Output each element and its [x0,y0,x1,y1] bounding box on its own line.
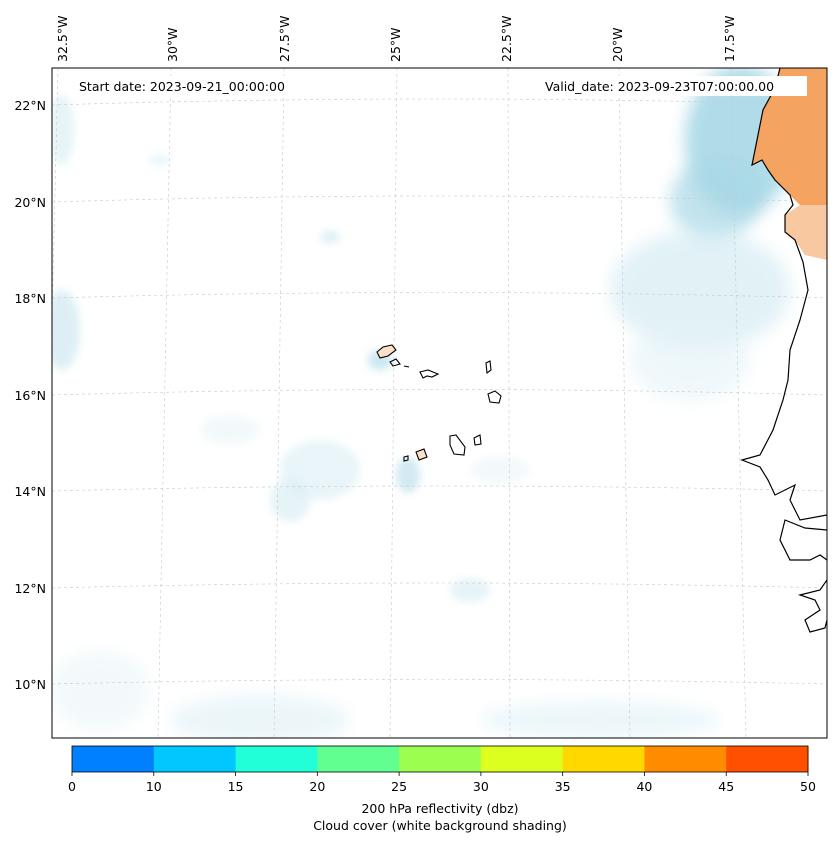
island-maio [473,434,482,446]
colorbar-tick-label: 45 [718,779,734,794]
latitude-labels: 22°N 20°N 18°N 16°N 14°N 12°N 10°N [14,98,46,692]
colorbar-swatch [644,746,727,772]
colorbar-tick-label: 40 [636,779,652,794]
map-area: Start date: 2023-09-21_00:00:00 Valid_da… [52,68,827,738]
island-santo-antao [376,344,397,359]
colorbar-frame [71,745,809,773]
colorbar-swatch [562,746,645,772]
lat-label-16n: 16°N [14,388,46,403]
colorbar-tick-label: 35 [555,779,571,794]
graticule [52,68,827,738]
map-frame [51,67,828,739]
colorbar-tick-label: 50 [800,779,816,794]
colorbar-tick-label: 10 [146,779,162,794]
colorbar-ticks: 0 10 15 20 25 30 35 40 45 50 [68,772,816,794]
start-date-label: Start date: 2023-09-21_00:00:00 [79,79,285,94]
land-shading [752,68,827,205]
lat-label-18n: 18°N [14,291,46,306]
colorbar-swatch [726,746,809,772]
island-santiago [449,434,466,456]
lon-label-22-5w: 22.5°W [499,16,514,62]
lat-label-14n: 14°N [14,484,46,499]
colorbar-subtitle: Cloud cover (white background shading) [313,818,567,833]
land-shading [785,205,827,260]
lon-label-20w: 20°W [610,27,625,62]
colorbar-title: 200 hPa reflectivity (dbz) [361,801,518,816]
lat-label-12n: 12°N [14,581,46,596]
island-sao-vicente [389,358,401,367]
island-fogo [415,448,428,461]
island-sao-nicolau [419,369,440,379]
colorbar-swatch [480,746,564,772]
island-brava [403,455,409,462]
lon-label-30w: 30°W [165,27,180,62]
colorbar-swatch [235,746,318,772]
lon-label-17-5w: 17.5°W [722,16,737,62]
island-santa-luzia [403,365,410,368]
cloud-cover-shading [52,68,795,738]
colorbar-swatch [153,746,237,772]
lat-label-10n: 10°N [14,677,46,692]
colorbar: 0 10 15 20 25 30 35 40 45 50 200 hPa reflectivity… [68,745,816,833]
colorbar-tick-label: 15 [228,779,244,794]
longitude-labels: 32.5°W 30°W 27.5°W 25°W 22.5°W 20°W 17.5… [55,16,737,62]
valid-date-label: Valid_date: 2023-09-23T07:00:00.00 [545,79,774,94]
colorbar-tick-label: 30 [473,779,489,794]
lat-label-22n: 22°N [14,98,46,113]
colorbar-swatch [399,746,482,772]
island-sal [485,360,492,375]
colorbar-swatches [72,746,809,772]
colorbar-tick-label: 25 [391,779,407,794]
lon-label-25w: 25°W [388,27,403,62]
colorbar-tick-label: 0 [68,779,76,794]
lat-label-20n: 20°N [14,195,46,210]
colorbar-swatch [72,746,155,772]
colorbar-swatch [317,746,400,772]
lon-label-27-5w: 27.5°W [277,16,292,62]
valid-date-box: Valid_date: 2023-09-23T07:00:00.00 [539,76,807,96]
cape-verde-islands [376,344,502,462]
lon-label-32-5w: 32.5°W [55,16,70,62]
island-boa-vista [487,390,502,404]
colorbar-tick-label: 20 [309,779,325,794]
start-date-box: Start date: 2023-09-21_00:00:00 [72,76,312,96]
africa-coastline [740,68,827,633]
